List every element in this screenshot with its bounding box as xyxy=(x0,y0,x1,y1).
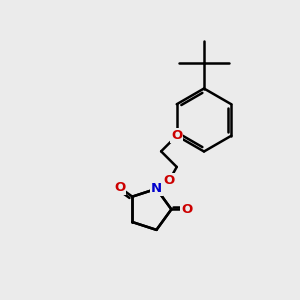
Text: O: O xyxy=(163,175,175,188)
Text: O: O xyxy=(114,181,125,194)
Text: N: N xyxy=(151,182,162,195)
Text: O: O xyxy=(171,129,182,142)
Text: O: O xyxy=(171,129,182,142)
Text: O: O xyxy=(163,175,175,188)
Text: O: O xyxy=(181,203,193,216)
